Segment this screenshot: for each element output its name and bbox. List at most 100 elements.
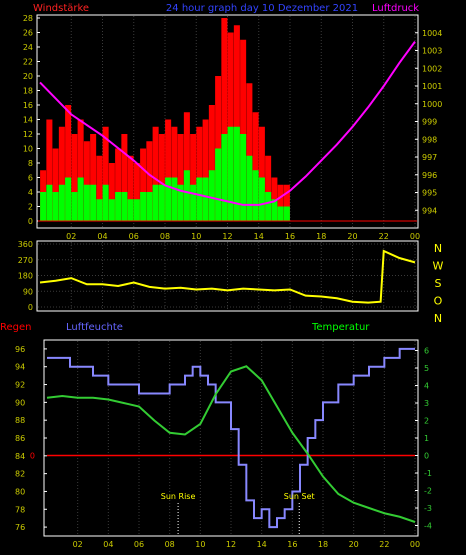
wind-avg-bar: [171, 177, 178, 221]
wind-gust-bar: [96, 155, 103, 221]
wind-avg-bar: [96, 199, 103, 221]
wind-tick-label: 24: [23, 43, 33, 52]
pressure-tick-label: 1003: [422, 47, 442, 56]
wind-tick-label: 4: [28, 188, 33, 197]
direction-tick-label: 360: [18, 240, 33, 249]
wind-gust-bar: [65, 105, 72, 221]
x-tick-label: 02: [66, 232, 76, 241]
wind-tick-label: 14: [23, 116, 33, 125]
pressure-tick-label: 995: [422, 189, 437, 198]
wind-avg-bar: [152, 184, 159, 221]
wind-gust-bar: [115, 148, 122, 221]
wind-avg-bar: [277, 206, 284, 221]
x-tick-label: 22: [379, 232, 389, 241]
x-tick-label: 14: [254, 232, 264, 241]
humidity-tick-label: 90: [15, 398, 25, 407]
wind-gust-bar: [265, 155, 272, 221]
wind-avg-bar: [115, 192, 122, 221]
wind-avg-bar: [215, 148, 222, 221]
humidity-tick-label: 86: [15, 434, 25, 443]
x-tick-label: 00: [410, 232, 420, 241]
wind-avg-bar: [190, 184, 197, 221]
temperature-axis-label: Temperatur: [311, 322, 370, 333]
wind-avg-bar: [265, 192, 272, 221]
wind-gust-bar: [77, 119, 84, 221]
wind-tick-label: 8: [28, 159, 33, 168]
wind-gust-bar: [258, 126, 265, 221]
pressure-tick-label: 1002: [422, 64, 442, 73]
x-tick-label: 20: [347, 232, 357, 241]
x-tick-label: 08: [160, 232, 170, 241]
wind-avg-bar: [90, 184, 97, 221]
wind-gust-bar: [90, 134, 97, 221]
direction-series-line: [39, 249, 416, 304]
compass-label: N: [434, 242, 442, 255]
sun-annotation-label: Sun Rise: [161, 492, 196, 501]
wind-avg-bar: [233, 126, 240, 221]
wind-tick-label: 2: [28, 203, 33, 212]
wind-avg-bar: [240, 134, 247, 221]
temperature-series-line: [46, 365, 416, 523]
temperature-tick-label: -1: [424, 469, 432, 478]
rain-axis-label: Regen: [0, 322, 32, 333]
temperature-tick-label: -3: [424, 504, 432, 513]
pressure-tick-label: 997: [422, 153, 437, 162]
temperature-tick-label: 3: [424, 399, 429, 408]
wind-avg-bar: [127, 199, 134, 221]
wind-tick-label: 10: [23, 145, 33, 154]
wind-avg-bar: [133, 199, 140, 221]
wind-tick-label: 12: [23, 130, 33, 139]
wind-gust-bar: [190, 134, 197, 221]
wind-avg-bar: [165, 177, 172, 221]
pressure-tick-label: 994: [422, 206, 437, 215]
x-tick-label: 16: [285, 232, 295, 241]
wind-gust-bar: [158, 134, 165, 221]
humidity-tick-label: 92: [15, 381, 25, 390]
x-tick-label: 20: [349, 540, 359, 549]
pressure-tick-label: 998: [422, 135, 437, 144]
x-tick-label: 12: [226, 540, 236, 549]
compass-label: O: [434, 295, 443, 308]
pressure-tick-label: 1001: [422, 82, 442, 91]
x-tick-label: 14: [257, 540, 267, 549]
direction-tick-label: 0: [28, 303, 33, 312]
wind-avg-bar: [158, 184, 165, 221]
wind-gust-bar: [233, 25, 240, 221]
wind-gust-bar: [171, 126, 178, 221]
x-tick-label: 06: [129, 232, 139, 241]
sun-annotation-label: Sun Set: [284, 492, 315, 501]
humidity-tick-label: 84: [15, 452, 25, 461]
wind-gust-bar: [165, 119, 172, 221]
pressure-tick-label: 1000: [422, 100, 442, 109]
wind-avg-bar: [202, 177, 209, 221]
wind-avg-bar: [177, 184, 184, 221]
temperature-tick-label: -4: [424, 522, 432, 531]
x-tick-label: 00: [410, 540, 420, 549]
temperature-tick-label: -2: [424, 487, 432, 496]
wind-gust-bar: [121, 134, 128, 221]
wind-avg-bar: [40, 192, 47, 221]
humidity-series-line: [47, 347, 415, 529]
temperature-tick-label: 1: [424, 434, 429, 443]
humidity-tick-label: 76: [15, 523, 25, 532]
rain-zero-label: 0: [30, 452, 35, 461]
wind-gust-bar: [196, 126, 203, 221]
temperature-tick-label: 2: [424, 417, 429, 426]
x-tick-label: 02: [73, 540, 83, 549]
wind-avg-bar: [77, 177, 84, 221]
wind-avg-bar: [58, 184, 65, 221]
x-tick-label: 10: [195, 540, 205, 549]
wind-tick-label: 6: [28, 174, 33, 183]
wind-gust-bar: [246, 83, 253, 221]
pressure-axis-label: Luftdruck: [372, 3, 419, 14]
wind-tick-label: 28: [23, 14, 33, 23]
wind-avg-bar: [208, 170, 215, 221]
wind-gust-bar: [152, 126, 159, 221]
wind-avg-bar: [196, 177, 203, 221]
wind-avg-bar: [121, 192, 128, 221]
pressure-tick-label: 999: [422, 118, 437, 127]
x-tick-label: 04: [103, 540, 113, 549]
wind-tick-label: 0: [28, 217, 33, 226]
